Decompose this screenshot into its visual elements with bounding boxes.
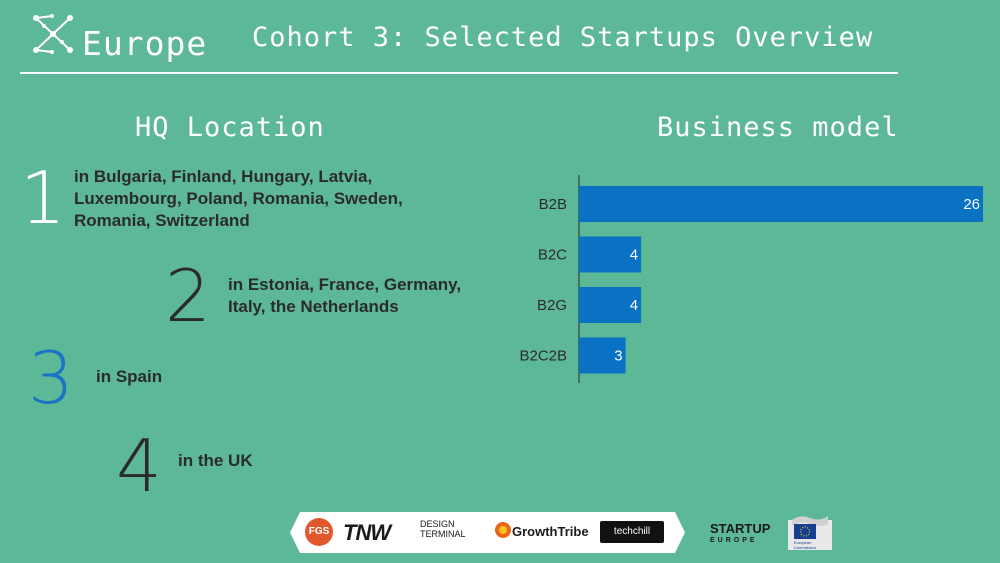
hq-countries-4-line: in the UK xyxy=(178,451,253,470)
hq-count-1: 1 xyxy=(20,156,66,240)
hq-countries-3: in Spain xyxy=(96,366,162,388)
startup-europe-line1: STARTUP xyxy=(710,521,771,536)
hq-countries-2-line: in Estonia, France, Germany, xyxy=(228,275,462,294)
network-x-icon xyxy=(33,14,73,54)
bar-b2b xyxy=(579,186,983,222)
category-label-b2b: B2B xyxy=(539,196,567,213)
startup-europe-logo: STARTUP EUROPE xyxy=(710,521,771,547)
startup-europe-line2: EUROPE xyxy=(710,537,758,544)
hq-countries-1-line: Romania, Switzerland xyxy=(74,211,250,230)
sponsor-fgs-logo: FGS xyxy=(305,518,333,546)
category-label-b2g: B2G xyxy=(537,297,567,314)
hq-countries-2-line: Italy, the Netherlands xyxy=(228,297,399,316)
hq-count-4: 4 xyxy=(116,424,162,508)
business-model-title: Business model xyxy=(657,112,899,143)
hq-countries-2: in Estonia, France, Germany, Italy, the … xyxy=(228,274,461,318)
hq-location-title: HQ Location xyxy=(135,112,325,143)
sponsor-band xyxy=(290,512,685,553)
growth-tribe-icon xyxy=(494,519,512,541)
category-label-b2c2b: B2C2B xyxy=(519,348,567,365)
bar-value-label-b2b: 26 xyxy=(963,196,980,213)
hq-countries-4: in the UK xyxy=(178,450,253,472)
hq-countries-1: in Bulgaria, Finland, Hungary, Latvia, L… xyxy=(74,166,403,232)
sponsor-growthtribe-logo: GrowthTribe xyxy=(512,524,589,539)
hq-countries-3-line: in Spain xyxy=(96,367,163,386)
bar-value-label-b2g: 4 xyxy=(630,297,638,314)
bar-value-label-b2c: 4 xyxy=(630,247,638,264)
hq-countries-1-line: in Bulgaria, Finland, Hungary, Latvia, xyxy=(74,167,373,186)
page-title: Cohort 3: Selected Startups Overview xyxy=(252,22,874,53)
category-label-b2c: B2C xyxy=(538,247,567,264)
hq-countries-1-line: Luxembourg, Poland, Romania, Sweden, xyxy=(74,189,403,208)
business-model-chart: B2B 26 B2C 4 B2G 4 B2C2B 3 xyxy=(519,175,983,383)
logo-text: Europe xyxy=(82,24,208,63)
bar-b2c2b xyxy=(579,337,626,374)
hq-count-3: 3 xyxy=(28,336,74,420)
hq-count-2: 2 xyxy=(165,254,211,338)
sponsor-techchill-logo: techchill xyxy=(600,521,664,543)
header-divider xyxy=(20,72,898,74)
x-europe-logo: Europe xyxy=(30,12,208,63)
sponsor-design-terminal-logo: DESIGN TERMINAL xyxy=(420,519,466,539)
bar-value-label-b2c2b: 3 xyxy=(614,348,622,365)
bar-b2c xyxy=(579,236,642,273)
bar-b2g xyxy=(579,287,642,323)
eu-logo-text: European Commission xyxy=(794,540,817,550)
sponsor-tnw-logo: TNW xyxy=(343,520,391,545)
european-commission-logo: European Commission xyxy=(782,514,838,552)
